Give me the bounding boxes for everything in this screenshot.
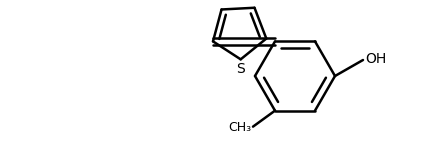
Text: OH: OH (365, 52, 386, 66)
Text: CH₃: CH₃ (228, 121, 251, 134)
Text: S: S (236, 62, 245, 76)
